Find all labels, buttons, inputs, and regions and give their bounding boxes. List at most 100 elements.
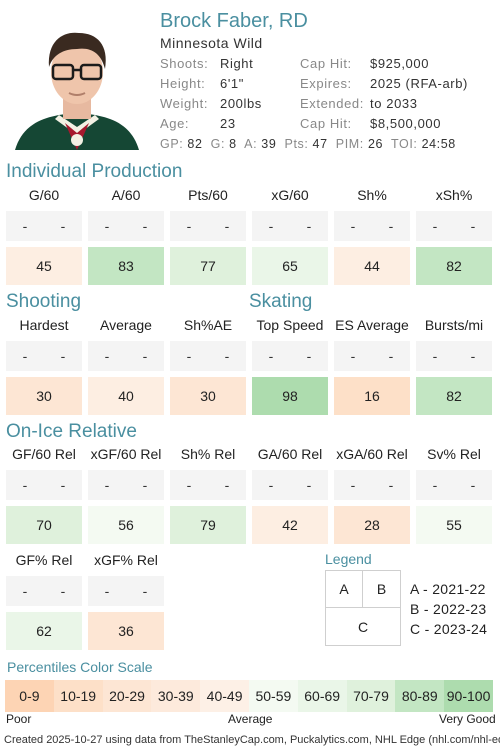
season-value: -: [142, 348, 148, 364]
info-label: Shoots:: [160, 56, 209, 71]
metric-label: GA/60 Rel: [257, 446, 323, 462]
metric-percentile: 82: [416, 247, 492, 285]
metric-percentile: 79: [170, 506, 246, 544]
metric-label: A/60: [111, 187, 141, 203]
info-row: Cap Hit: $925,000: [300, 56, 490, 74]
season-value: -: [388, 348, 394, 364]
season-value: -: [142, 583, 148, 599]
metric-percentile: 30: [170, 377, 246, 415]
info-value: $925,000: [370, 56, 430, 71]
statline-key: A:: [244, 137, 258, 151]
info-label: Cap Hit:: [300, 56, 352, 71]
metric-season-values: --: [416, 341, 492, 371]
metric-bursts-mi: Bursts/mi - - 82: [416, 315, 492, 415]
season-value: -: [22, 583, 28, 599]
scale-bin: 10-19: [53, 680, 103, 712]
season-value: -: [350, 218, 356, 234]
player-headshot-image: [5, 27, 149, 150]
legend-title: Legend: [325, 551, 372, 567]
info-value: $8,500,000: [370, 116, 442, 131]
info-label: Weight:: [160, 96, 209, 111]
info-value: Right: [220, 56, 254, 71]
info-label: Extended:: [300, 96, 364, 111]
season-value: -: [60, 477, 66, 493]
metric-season-values: --: [416, 470, 492, 500]
season-value: -: [388, 477, 394, 493]
metric-season-values: --: [170, 341, 246, 371]
metric-label: GF% Rel: [15, 552, 73, 568]
metric-percentile: 82: [416, 377, 492, 415]
color-scale-title: Percentiles Color Scale: [7, 659, 153, 675]
legend-cell-a: A: [326, 571, 363, 608]
season-value: -: [104, 477, 110, 493]
scale-label-average: Average: [228, 712, 273, 726]
legend-item-a: A - 2021-22: [410, 581, 486, 597]
season-value: -: [268, 477, 274, 493]
info-value: 23: [220, 116, 236, 131]
info-value: 2025 (RFA-arb): [370, 76, 468, 91]
metric-es-average: ES Average - -16: [334, 315, 410, 415]
metric-label: Sv% Rel: [427, 446, 481, 462]
player-name: Brock Faber, RD: [160, 10, 308, 32]
metric-percentile: 77: [170, 247, 246, 285]
metric-xg-60: xG/60- -65: [252, 185, 328, 285]
info-row: Cap Hit: $8,500,000: [300, 116, 490, 134]
scale-label-very-good: Very Good: [439, 712, 496, 726]
season-value: -: [388, 218, 394, 234]
metric-label: Top Speed: [256, 317, 324, 333]
metric-season-values: --: [334, 470, 410, 500]
metric-sh-rel: Sh% Rel - -79: [170, 444, 246, 544]
scale-bin: 50-59: [248, 680, 298, 712]
season-value: -: [186, 348, 192, 364]
legend-item-b: B - 2022-23: [410, 601, 487, 617]
player-photo: [5, 27, 149, 150]
info-label: Expires:: [300, 76, 352, 91]
metric-season-values: --: [170, 211, 246, 241]
season-value: -: [306, 218, 312, 234]
metric-percentile: 98: [252, 377, 328, 415]
metric-label: GF/60 Rel: [12, 446, 76, 462]
season-value: -: [22, 218, 28, 234]
metric-percentile: 45: [6, 247, 82, 285]
metric-label: Hardest: [19, 317, 69, 333]
scale-bin: 30-39: [151, 680, 201, 712]
metric-gf-rel: GF% Rel - -62: [6, 550, 82, 650]
season-value: -: [224, 348, 230, 364]
season-value: -: [104, 583, 110, 599]
metric-season-values: --: [6, 341, 82, 371]
metric-percentile: 70: [6, 506, 82, 544]
metric-sh-: Sh% - - 44: [334, 185, 410, 285]
scale-bin: 60-69: [297, 680, 347, 712]
info-value: 6'1": [220, 76, 244, 91]
metric-percentile: 56: [88, 506, 164, 544]
info-label: Cap Hit:: [300, 116, 352, 131]
metric-season-values: --: [88, 576, 164, 606]
statline-value: 39: [261, 137, 285, 151]
metric-label: xGA/60 Rel: [336, 446, 408, 462]
metric-gf-60-rel: GF/60 Rel - -70: [6, 444, 82, 544]
season-value: -: [432, 218, 438, 234]
metric-percentile: 16: [334, 377, 410, 415]
metric-sh-ae: Sh%AE - -30: [170, 315, 246, 415]
scale-bin: 70-79: [346, 680, 396, 712]
metric-season-values: --: [88, 211, 164, 241]
statline-key: TOI:: [391, 137, 418, 151]
metric-label: Bursts/mi: [424, 317, 484, 333]
scale-label-poor: Poor: [6, 712, 32, 726]
season-value: -: [224, 477, 230, 493]
metric-percentile: 44: [334, 247, 410, 285]
legend-cell-c: C: [357, 618, 369, 635]
metric-label: Sh%: [357, 187, 387, 203]
metric-pts-60: Pts/60 - - 77: [170, 185, 246, 285]
metric-label: Pts/60: [188, 187, 228, 203]
metric-season-values: --: [252, 470, 328, 500]
metric-percentile: 30: [6, 377, 82, 415]
section-title-onice: On-Ice Relative: [6, 421, 137, 442]
statline-key: GP:: [160, 137, 184, 151]
season-value: -: [22, 348, 28, 364]
season-value: -: [60, 583, 66, 599]
season-value: -: [224, 218, 230, 234]
section-title-individual: Individual Production: [6, 161, 183, 182]
metric-label: ES Average: [335, 317, 409, 333]
season-value: -: [186, 477, 192, 493]
